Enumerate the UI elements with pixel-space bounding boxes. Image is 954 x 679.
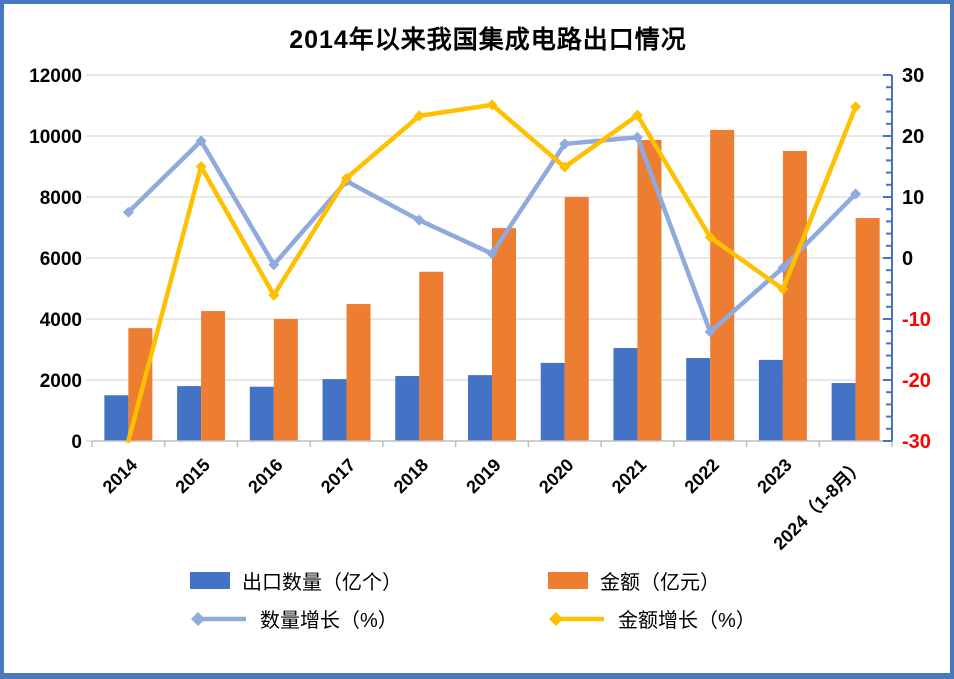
- legend-label-quantity-growth: 数量增长（%）: [260, 610, 398, 632]
- right-axis-tick-label: -20: [902, 370, 931, 392]
- line-marker-diamond: [486, 248, 498, 260]
- x-axis-category-label: 2019: [462, 455, 504, 497]
- line-marker-diamond: [850, 101, 862, 113]
- line-marker-diamond: [559, 161, 571, 173]
- line-marker-diamond: [486, 99, 498, 111]
- line-marker-diamond: [122, 206, 134, 218]
- bar-value: [201, 311, 226, 441]
- line-marker-diamond: [559, 138, 571, 150]
- legend-item-value-growth: 金额增长（%）: [548, 604, 756, 633]
- bar-swatch-blue-icon: [190, 572, 230, 589]
- x-axis-category-label: 2015: [171, 455, 213, 497]
- bar-value: [564, 197, 589, 441]
- left-axis-tick-label: 4000: [40, 310, 82, 331]
- chart-title: 2014年以来我国集成电路出口情况: [289, 26, 687, 54]
- left-axis-tick-label: 6000: [40, 249, 82, 270]
- bar-quantity: [249, 386, 274, 441]
- line-marker-diamond: [631, 109, 643, 121]
- bar-value: [492, 228, 516, 441]
- left-axis-tick-label: 8000: [40, 188, 82, 209]
- line-marker-diamond: [195, 161, 207, 172]
- x-axis-category-label: 2016: [244, 455, 286, 497]
- line-marker-diamond: [777, 283, 789, 295]
- x-axis-category-label: 2022: [681, 455, 723, 497]
- legend-label-export-value: 金额（亿元）: [600, 572, 720, 594]
- chart-plot-area: 0 2000 4000 6000 8000 10000 12000 2014 2015 2016 2…: [29, 65, 931, 554]
- bar-quantity: [831, 383, 856, 441]
- line-marker-diamond: [268, 259, 280, 271]
- bar-quantity: [613, 347, 638, 441]
- line-swatch-yellow-icon: [548, 611, 606, 627]
- chart-legend: 出口数量（亿个） 金额（亿元） 数量增长（%） 金额增长（%）: [190, 566, 756, 633]
- bar-value: [273, 319, 298, 441]
- x-axis-category-label: 2017: [317, 455, 359, 497]
- bar-quantity: [468, 375, 492, 441]
- line-marker-diamond: [704, 326, 716, 338]
- bar-quantity: [686, 358, 711, 441]
- line-marker-diamond: [341, 172, 353, 184]
- x-axis-category-label: 2020: [535, 455, 577, 497]
- bar-value: [782, 150, 807, 441]
- x-axis-category-label: 2023: [753, 455, 795, 497]
- bar-value: [346, 304, 371, 441]
- line-marker-diamond: [704, 231, 716, 243]
- left-axis-tick-label: 0: [71, 432, 82, 453]
- line-marker-diamond: [850, 188, 862, 200]
- bar-value: [855, 218, 880, 441]
- right-axis-tick-label: 30: [902, 65, 924, 87]
- bar-quantity: [395, 376, 420, 441]
- bar-quantity: [540, 362, 565, 441]
- x-axis-category-label: 2018: [390, 455, 432, 497]
- x-axis-category-label: 2021: [608, 455, 650, 497]
- line-marker-diamond: [195, 135, 207, 147]
- legend-label-export-quantity: 出口数量（亿个）: [242, 572, 402, 594]
- left-axis-tick-label: 2000: [40, 371, 82, 392]
- bar-value: [710, 129, 735, 441]
- right-axis-tick-label: -10: [902, 309, 931, 331]
- line-marker-diamond: [631, 131, 643, 143]
- line-swatch-lightblue-icon: [190, 611, 248, 627]
- bar-quantity: [758, 359, 783, 441]
- bar-quantity: [177, 386, 202, 441]
- left-axis-tick-label: 10000: [29, 127, 82, 148]
- right-axis-tick-label: 20: [902, 126, 924, 148]
- line-marker-diamond: [413, 110, 425, 122]
- line-marker-diamond: [268, 289, 280, 301]
- left-axis-tick-label: 12000: [29, 66, 82, 87]
- line-marker-diamond: [413, 214, 425, 226]
- legend-item-quantity-growth: 数量增长（%）: [190, 604, 548, 633]
- bar-value: [637, 139, 662, 441]
- legend-item-export-quantity: 出口数量（亿个）: [190, 566, 548, 595]
- legend-item-export-value: 金额（亿元）: [548, 566, 756, 595]
- bar-swatch-orange-icon: [548, 572, 588, 589]
- bar-quantity: [322, 379, 347, 441]
- right-axis-tick-label: 0: [902, 248, 913, 270]
- line-marker-diamond: [777, 262, 789, 274]
- legend-label-value-growth: 金额增长（%）: [618, 610, 756, 632]
- right-axis-tick-label: -30: [902, 431, 931, 453]
- x-axis-category-label: 2014: [99, 455, 141, 497]
- right-axis-tick-label: 10: [902, 187, 924, 209]
- bar-value: [419, 271, 444, 441]
- bar-quantity: [104, 395, 129, 441]
